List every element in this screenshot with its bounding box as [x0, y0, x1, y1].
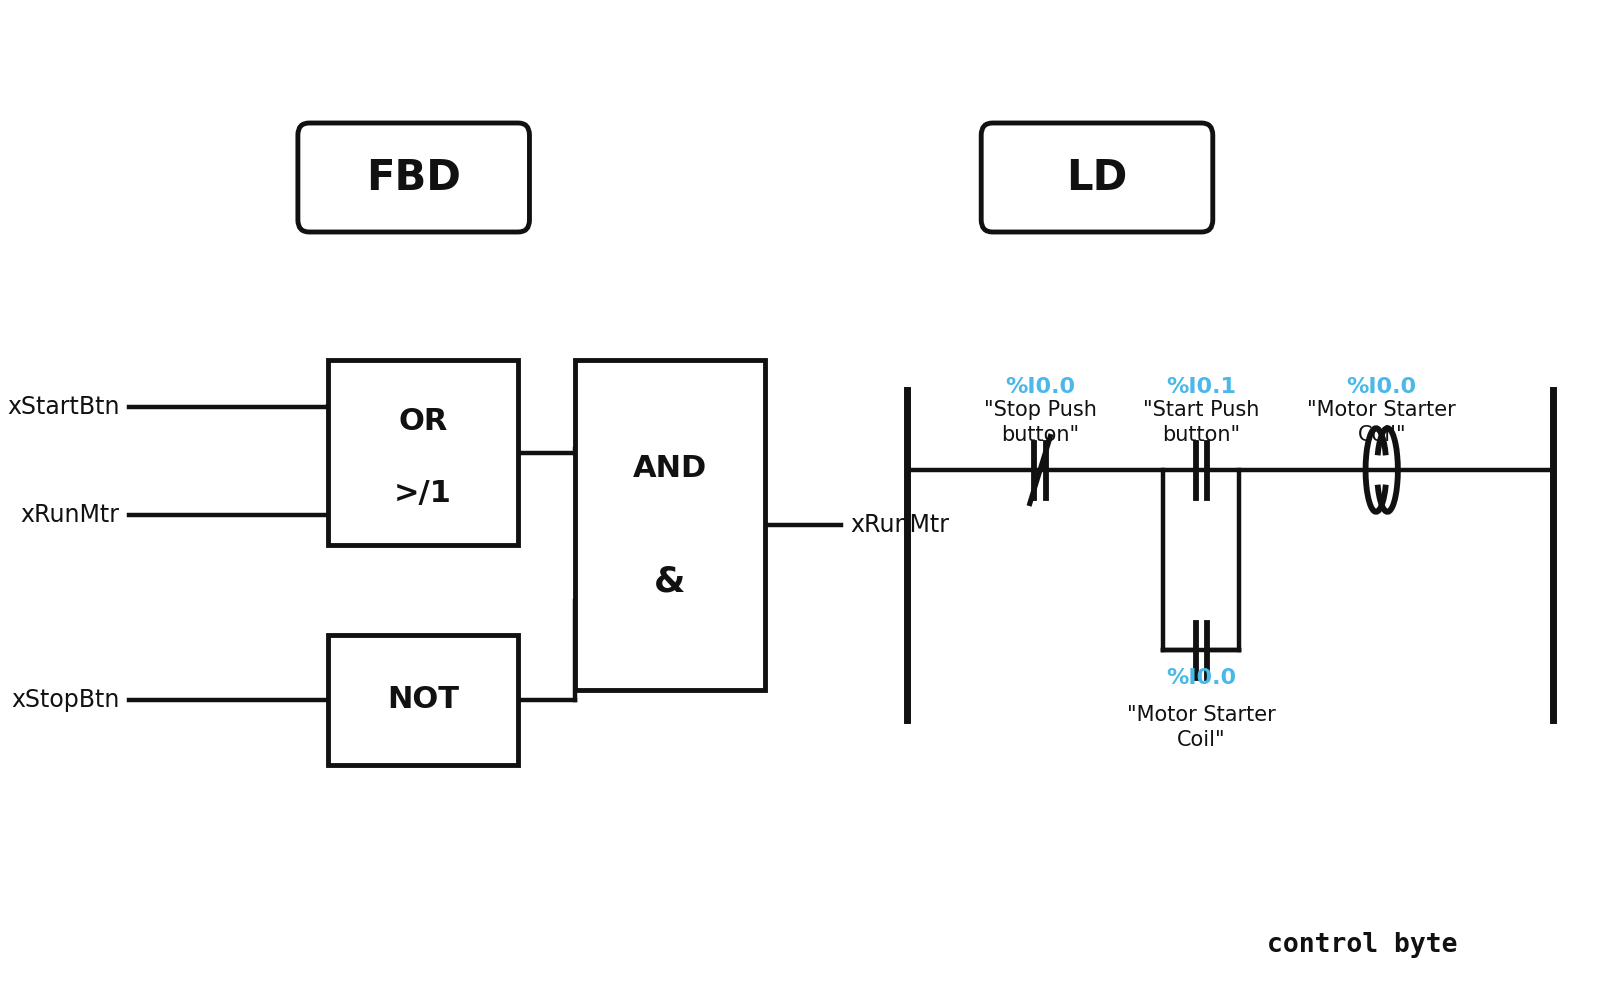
- Text: AND: AND: [632, 454, 707, 483]
- Text: "Start Push
button": "Start Push button": [1144, 400, 1259, 445]
- Text: control byte: control byte: [1267, 932, 1458, 958]
- FancyBboxPatch shape: [298, 123, 530, 232]
- Bar: [328, 635, 518, 765]
- Text: "Stop Push
button": "Stop Push button": [984, 400, 1096, 445]
- Text: "Motor Starter
Coil": "Motor Starter Coil": [1307, 400, 1456, 445]
- Text: %I0.0: %I0.0: [1347, 377, 1416, 397]
- FancyBboxPatch shape: [981, 123, 1213, 232]
- Text: FBD: FBD: [366, 156, 461, 198]
- Bar: [328, 360, 518, 545]
- Text: %I0.1: %I0.1: [1166, 377, 1237, 397]
- Text: %I0.0: %I0.0: [1005, 377, 1075, 397]
- Text: xRunMtr: xRunMtr: [850, 513, 949, 537]
- Text: >/1: >/1: [394, 479, 453, 508]
- Text: LD: LD: [1066, 156, 1128, 198]
- Text: xStopBtn: xStopBtn: [11, 688, 120, 712]
- Text: xRunMtr: xRunMtr: [21, 503, 120, 527]
- Text: %I0.0: %I0.0: [1166, 668, 1237, 688]
- Text: OR: OR: [398, 407, 448, 436]
- Text: NOT: NOT: [387, 686, 459, 714]
- Text: "Motor Starter
Coil": "Motor Starter Coil": [1126, 705, 1275, 750]
- Bar: [574, 360, 765, 690]
- Text: xStartBtn: xStartBtn: [6, 395, 120, 419]
- Text: &: &: [654, 564, 686, 598]
